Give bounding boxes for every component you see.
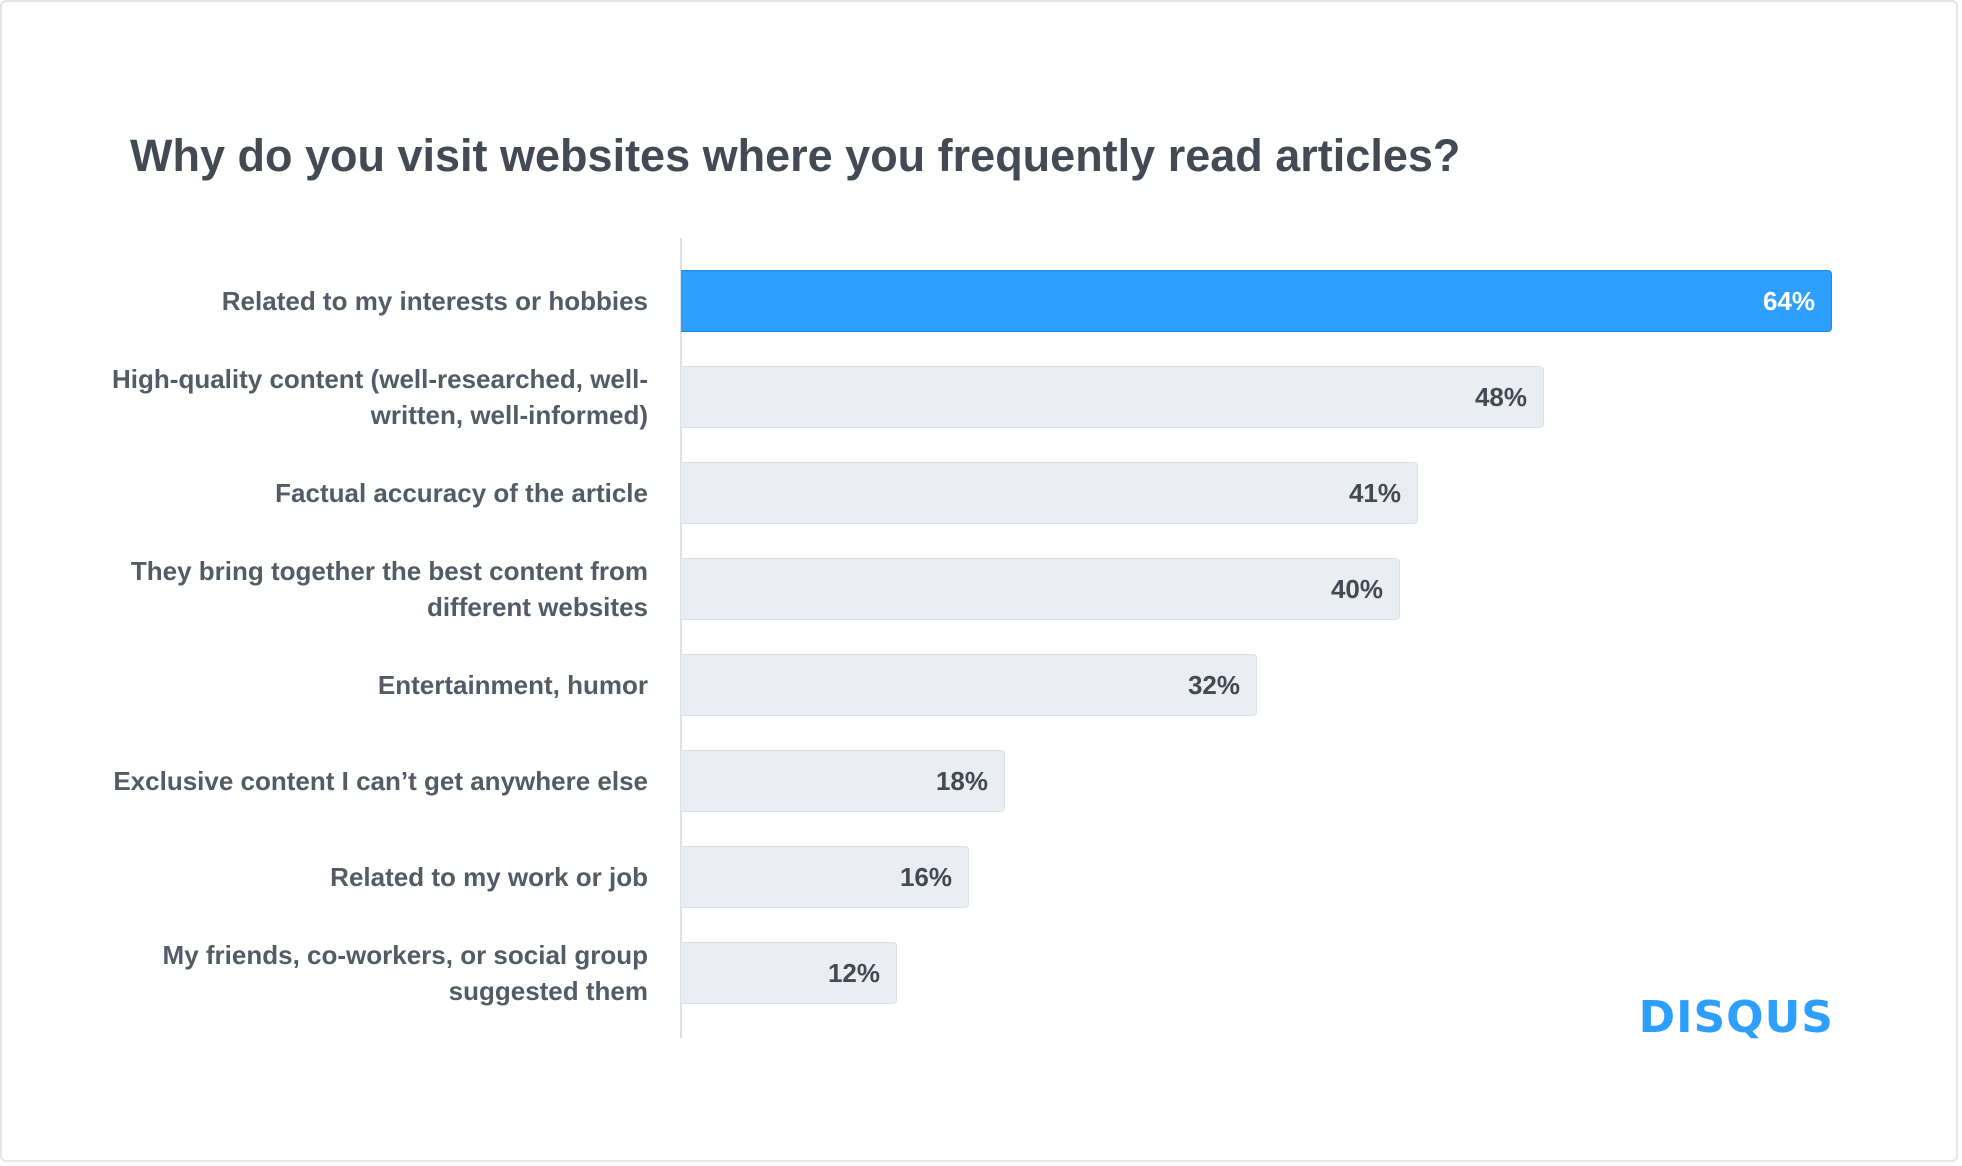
bar: 64% bbox=[681, 270, 1832, 332]
bar-value-label: 41% bbox=[1348, 478, 1401, 508]
bar-value-label: 12% bbox=[827, 958, 880, 988]
chart-title: Why do you visit websites where you freq… bbox=[130, 130, 1461, 181]
category-axis-line bbox=[680, 238, 682, 1038]
category-label: They bring together the best content fro… bbox=[130, 556, 648, 622]
bar-value-label: 16% bbox=[899, 862, 952, 892]
category-label: Related to my work or job bbox=[330, 862, 648, 892]
bar: 48% bbox=[681, 366, 1544, 428]
bar: 41% bbox=[681, 462, 1418, 524]
bar-value-label: 48% bbox=[1474, 382, 1527, 412]
category-label: My friends, co-workers, or social group … bbox=[162, 940, 648, 1006]
category-label: Exclusive content I can’t get anywhere e… bbox=[113, 766, 648, 796]
bar: 12% bbox=[681, 942, 897, 1004]
bar: 16% bbox=[681, 846, 969, 908]
category-label: Related to my interests or hobbies bbox=[221, 286, 648, 316]
bar: 40% bbox=[681, 558, 1400, 620]
bar-value-label: 18% bbox=[935, 766, 988, 796]
category-label: Factual accuracy of the article bbox=[275, 478, 648, 508]
bar-value-label: 32% bbox=[1187, 670, 1240, 700]
disqus-logo: DISQUS bbox=[1638, 992, 1834, 1043]
bar: 32% bbox=[681, 654, 1257, 716]
bar-value-label: 64% bbox=[1762, 286, 1815, 316]
bar-value-label: 40% bbox=[1330, 574, 1383, 604]
bar: 18% bbox=[681, 750, 1005, 812]
category-label: Entertainment, humor bbox=[377, 670, 648, 700]
category-label: High-quality content (well-researched, w… bbox=[112, 364, 648, 430]
